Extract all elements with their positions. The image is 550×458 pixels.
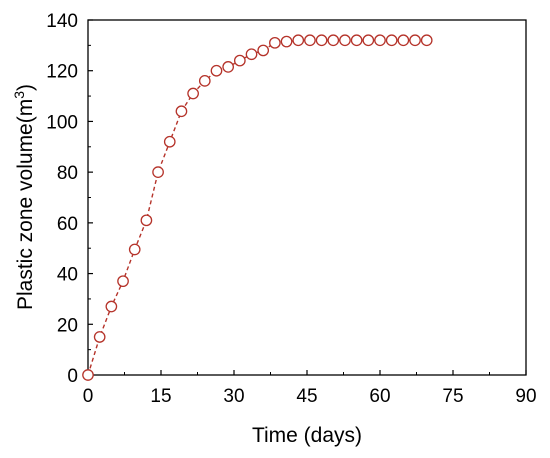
data-point	[420, 34, 433, 47]
x-tick-label: 30	[223, 386, 244, 407]
series-group	[82, 34, 433, 381]
data-point	[362, 34, 375, 47]
data-point	[187, 87, 199, 100]
data-point	[210, 64, 223, 77]
x-tick-label: 15	[150, 386, 171, 407]
x-axis-title: Time (days)	[252, 424, 362, 447]
y-tick-label: 140	[46, 11, 78, 32]
data-point	[82, 369, 94, 381]
y-tick-label: 120	[46, 62, 78, 83]
plot-frame	[87, 19, 527, 376]
y-tick-label: 0	[67, 366, 78, 387]
x-tick-label: 75	[442, 386, 463, 407]
x-tick-label: 45	[296, 386, 317, 407]
data-point	[128, 243, 141, 256]
data-point	[327, 34, 340, 47]
y-tick-label: 60	[57, 214, 78, 235]
data-point	[222, 61, 235, 73]
y-tick-label: 20	[57, 315, 78, 336]
data-point	[93, 331, 106, 343]
data-point	[140, 214, 153, 227]
y-tick-label: 40	[57, 265, 78, 286]
series-line	[87, 39, 427, 376]
data-point	[409, 34, 421, 47]
data-point	[269, 36, 281, 49]
data-point	[374, 34, 386, 47]
data-point	[385, 34, 398, 47]
data-point	[397, 34, 410, 47]
y-axis-title-main: Plastic zone volume(m	[14, 99, 37, 310]
data-point	[233, 54, 246, 67]
x-tick-label: 0	[83, 386, 94, 407]
data-point	[280, 35, 293, 48]
x-tick-label: 60	[369, 386, 390, 407]
data-point	[175, 105, 188, 118]
y-axis-title-superscript: 3	[11, 91, 27, 99]
data-point	[315, 34, 328, 47]
data-point	[245, 48, 258, 61]
y-axis-title-close: )	[14, 84, 37, 91]
data-point	[257, 44, 270, 57]
data-point	[198, 75, 211, 87]
data-point	[117, 275, 129, 288]
data-point	[105, 300, 118, 313]
x-axis-ticks: 0 15 30 45 60 75 90	[83, 370, 537, 407]
y-tick-label: 100	[46, 112, 78, 133]
y-axis-title: Plastic zone volume(m3)	[11, 84, 37, 310]
data-point	[350, 34, 363, 47]
data-point	[339, 34, 351, 47]
x-tick-label: 90	[515, 386, 536, 407]
data-point	[292, 34, 305, 47]
y-axis-ticks: 0 20 40 60 80 100 120 140	[46, 11, 93, 387]
data-point	[152, 166, 164, 178]
data-point	[304, 34, 316, 47]
y-tick-label: 80	[57, 163, 78, 184]
data-point	[163, 135, 176, 148]
